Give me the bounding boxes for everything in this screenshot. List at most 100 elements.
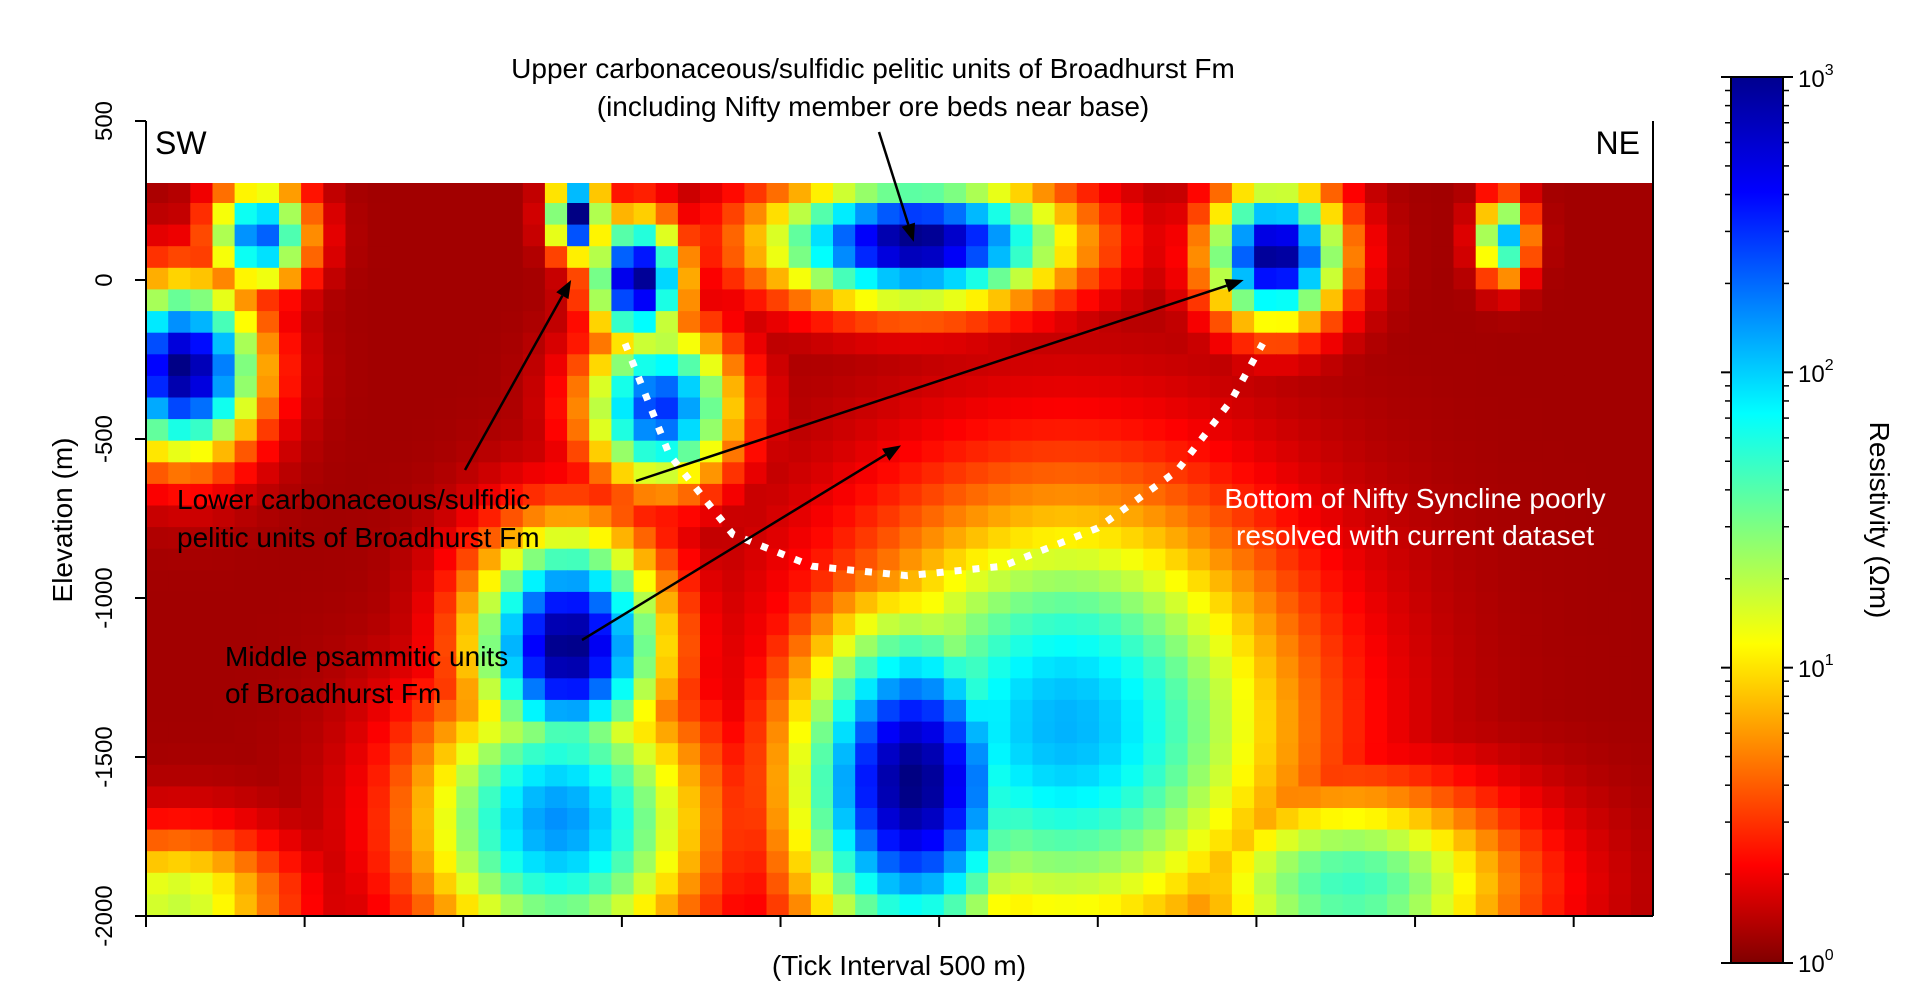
heatmap-cell bbox=[766, 808, 790, 831]
heatmap-cell bbox=[367, 311, 391, 334]
heatmap-cell bbox=[323, 678, 347, 701]
heatmap-cell bbox=[1520, 613, 1543, 636]
heatmap-cell bbox=[279, 743, 302, 766]
heatmap-cell bbox=[677, 375, 701, 399]
heatmap-cell bbox=[1520, 224, 1543, 247]
heatmap-cell bbox=[146, 375, 169, 399]
heatmap-cell bbox=[1608, 829, 1632, 852]
heatmap-cell bbox=[389, 203, 413, 226]
heatmap-cell bbox=[367, 591, 391, 615]
heatmap-cell bbox=[833, 224, 856, 247]
heatmap-cell bbox=[456, 678, 480, 701]
heatmap-cell bbox=[744, 635, 768, 658]
heatmap-cell bbox=[921, 894, 945, 916]
heatmap-cell bbox=[899, 829, 923, 852]
heatmap-cell bbox=[589, 397, 612, 420]
heatmap-cell bbox=[633, 570, 657, 593]
heatmap-cell bbox=[1209, 570, 1233, 593]
heatmap-cell bbox=[855, 699, 878, 723]
heatmap-cell bbox=[943, 548, 967, 571]
heatmap-cell bbox=[500, 721, 524, 744]
heatmap-cell bbox=[367, 375, 391, 399]
heatmap-cell bbox=[146, 764, 169, 787]
heatmap-cell bbox=[1542, 656, 1565, 679]
heatmap-cell bbox=[589, 570, 612, 593]
heatmap-cell bbox=[655, 397, 679, 420]
heatmap-cell bbox=[1099, 721, 1122, 744]
heatmap-cell bbox=[1342, 483, 1366, 507]
heatmap-cell bbox=[367, 246, 391, 269]
heatmap-cell bbox=[522, 397, 546, 420]
heatmap-cell bbox=[1076, 613, 1100, 636]
heatmap-cell bbox=[1165, 527, 1189, 550]
heatmap-cell bbox=[500, 635, 524, 658]
heatmap-cell bbox=[234, 354, 258, 377]
heatmap-cell bbox=[1520, 808, 1543, 831]
annotation-arrow-head bbox=[1224, 279, 1244, 293]
heatmap-cell bbox=[943, 419, 967, 442]
heatmap-cell bbox=[1564, 483, 1588, 507]
heatmap-cell bbox=[1586, 440, 1610, 463]
heatmap-cell bbox=[943, 311, 967, 334]
heatmap-cell bbox=[456, 354, 480, 377]
heatmap-cell bbox=[589, 764, 612, 787]
heatmap-cell bbox=[833, 635, 856, 658]
heatmap-cell bbox=[323, 894, 347, 916]
heatmap-cell bbox=[345, 267, 369, 290]
heatmap-cell bbox=[1342, 635, 1366, 658]
heatmap-cell bbox=[234, 483, 258, 507]
heatmap-cell bbox=[567, 894, 590, 916]
heatmap-cell bbox=[301, 375, 324, 399]
heatmap-cell bbox=[677, 397, 701, 420]
heatmap-cell bbox=[1520, 505, 1543, 528]
heatmap-cell bbox=[1431, 829, 1455, 852]
heatmap-cell bbox=[522, 591, 546, 615]
heatmap-cell bbox=[190, 354, 214, 377]
heatmap-cell bbox=[323, 570, 347, 593]
heatmap-cell bbox=[234, 224, 258, 247]
heatmap-cell bbox=[1630, 721, 1653, 744]
heatmap-cell bbox=[899, 678, 923, 701]
heatmap-cell bbox=[500, 743, 524, 766]
heatmap-cell bbox=[301, 203, 324, 226]
heatmap-cell bbox=[1010, 678, 1034, 701]
heatmap-cell bbox=[1076, 462, 1100, 485]
heatmap-cell bbox=[478, 548, 502, 571]
heatmap-cell bbox=[1608, 397, 1632, 420]
heatmap-cell bbox=[434, 440, 457, 463]
heatmap-cell bbox=[677, 786, 701, 809]
heatmap-cell bbox=[522, 548, 546, 571]
heatmap-cell bbox=[389, 829, 413, 852]
heatmap-cell bbox=[877, 289, 901, 312]
heatmap-cell bbox=[1497, 570, 1521, 593]
heatmap-cell bbox=[1099, 635, 1122, 658]
heatmap-cell bbox=[1564, 224, 1588, 247]
heatmap-cell bbox=[478, 224, 502, 247]
heatmap-cell bbox=[1520, 743, 1543, 766]
heatmap-cell bbox=[1010, 613, 1034, 636]
heatmap-cell bbox=[1209, 635, 1233, 658]
heatmap-cell bbox=[810, 743, 834, 766]
heatmap-cell bbox=[279, 613, 302, 636]
heatmap-cell bbox=[744, 440, 768, 463]
heatmap-cell bbox=[1409, 483, 1432, 507]
heatmap-cell bbox=[1143, 635, 1167, 658]
heatmap-cell bbox=[500, 872, 524, 895]
heatmap-cell bbox=[411, 548, 435, 571]
heatmap-cell bbox=[411, 440, 435, 463]
heatmap-cell bbox=[212, 548, 236, 571]
heatmap-cell bbox=[1564, 246, 1588, 269]
heatmap-cell bbox=[411, 505, 435, 528]
heatmap-cell bbox=[1342, 375, 1366, 399]
heatmap-cell bbox=[1475, 894, 1499, 916]
heatmap-cell bbox=[1165, 267, 1189, 290]
heatmap-cell bbox=[345, 483, 369, 507]
heatmap-cell bbox=[589, 743, 612, 766]
heatmap-cell bbox=[1586, 786, 1610, 809]
heatmap-cell bbox=[544, 527, 568, 550]
heatmap-cell bbox=[1209, 505, 1233, 528]
heatmap-cell bbox=[877, 505, 901, 528]
heatmap-cell bbox=[367, 289, 391, 312]
heatmap-cell bbox=[212, 721, 236, 744]
heatmap-cell bbox=[1010, 527, 1034, 550]
